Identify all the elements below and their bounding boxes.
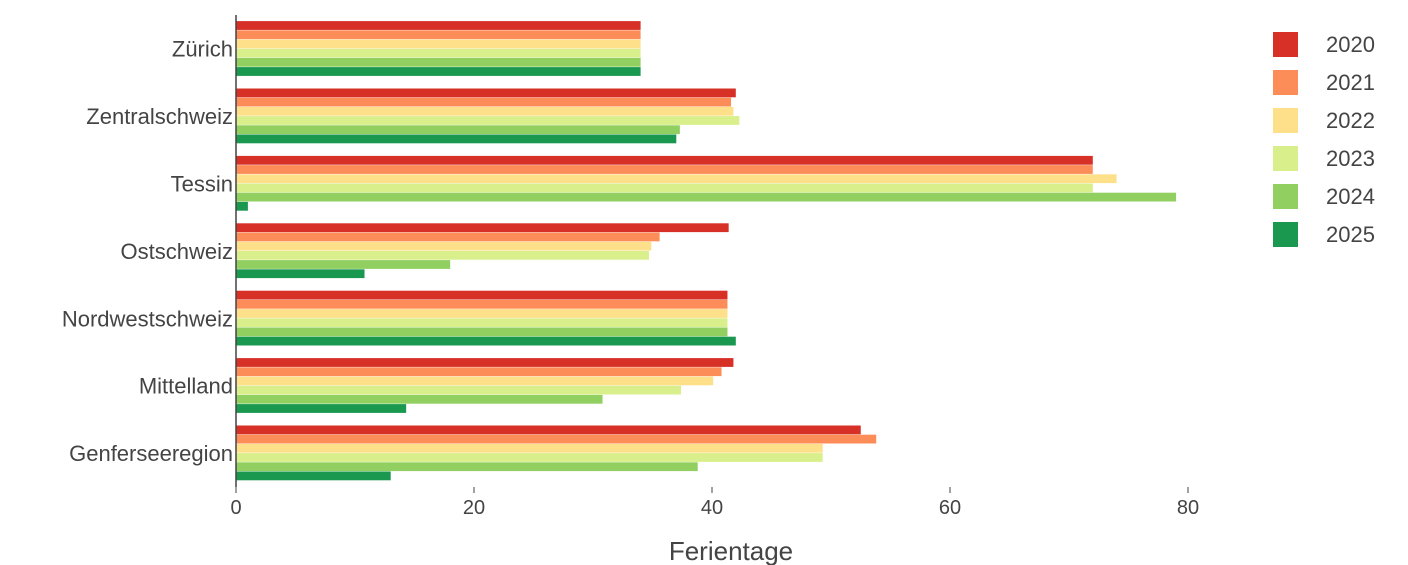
bar-2025-2 bbox=[236, 201, 248, 211]
bar-2020-5 bbox=[236, 358, 734, 367]
bar-2022-5 bbox=[236, 376, 714, 386]
bar-2023-6 bbox=[236, 453, 823, 462]
bar-2022-6 bbox=[236, 443, 823, 453]
legend-swatch-2022[interactable] bbox=[1273, 108, 1298, 133]
legend-label-2025[interactable]: 2025 bbox=[1326, 222, 1375, 247]
bar-2025-4 bbox=[236, 336, 736, 346]
bar-2021-0 bbox=[236, 30, 641, 40]
bar-2021-5 bbox=[236, 367, 722, 377]
bar-2024-2 bbox=[236, 192, 1177, 202]
bar-2023-0 bbox=[236, 48, 641, 58]
bar-2023-1 bbox=[236, 116, 740, 125]
bar-2025-1 bbox=[236, 134, 677, 144]
legend: 2020 2021 2022 2023 2024 2025 bbox=[1273, 32, 1375, 247]
category-label-5: Mittelland bbox=[139, 374, 233, 399]
bar-2022-2 bbox=[236, 174, 1117, 184]
bar-2022-0 bbox=[236, 39, 641, 49]
bar-2022-1 bbox=[236, 106, 734, 116]
bar-2021-2 bbox=[236, 165, 1093, 174]
x-tick-label-4: 80 bbox=[1177, 497, 1199, 519]
bar-2024-4 bbox=[236, 327, 728, 337]
legend-swatch-2024[interactable] bbox=[1273, 184, 1298, 209]
bar-2024-6 bbox=[236, 462, 698, 472]
bar-2024-1 bbox=[236, 125, 680, 135]
category-labels: Zürich Zentralschweiz Tessin Ostschweiz Nord… bbox=[62, 37, 233, 466]
category-label-4: Nordwestschweiz bbox=[62, 306, 233, 331]
bar-2024-3 bbox=[236, 260, 451, 269]
bar-2021-6 bbox=[236, 434, 877, 444]
x-tick-label-2: 40 bbox=[701, 497, 723, 519]
legend-swatch-2021[interactable] bbox=[1273, 70, 1298, 95]
bar-2023-4 bbox=[236, 318, 728, 328]
x-axis-title: Ferientage bbox=[669, 536, 793, 565]
legend-swatch-2025[interactable] bbox=[1273, 222, 1298, 247]
bar-2025-5 bbox=[236, 404, 407, 413]
bar-2021-4 bbox=[236, 299, 728, 309]
legend-label-2020[interactable]: 2020 bbox=[1326, 32, 1375, 57]
bar-2020-2 bbox=[236, 155, 1093, 165]
x-tick-label-3: 60 bbox=[939, 497, 961, 519]
bar-2020-0 bbox=[236, 21, 641, 30]
bar-2024-0 bbox=[236, 57, 641, 67]
bars-group bbox=[236, 21, 1177, 481]
category-label-2: Tessin bbox=[171, 172, 233, 197]
bar-2020-4 bbox=[236, 290, 728, 300]
x-tick-label-1: 20 bbox=[463, 497, 485, 519]
bar-2020-6 bbox=[236, 425, 861, 435]
legend-swatch-2020[interactable] bbox=[1273, 32, 1298, 57]
legend-label-2021[interactable]: 2021 bbox=[1326, 70, 1375, 95]
legend-label-2023[interactable]: 2023 bbox=[1326, 146, 1375, 171]
bar-2022-4 bbox=[236, 309, 728, 318]
bar-2021-3 bbox=[236, 232, 660, 242]
bar-2023-5 bbox=[236, 385, 682, 395]
bar-2020-1 bbox=[236, 88, 736, 98]
category-label-1: Zentralschweiz bbox=[86, 104, 233, 129]
category-label-0: Zürich bbox=[172, 37, 233, 62]
x-tick-label-0: 0 bbox=[230, 497, 241, 519]
category-label-6: Genferseeregion bbox=[69, 441, 233, 466]
bar-2025-3 bbox=[236, 269, 365, 279]
x-ticks: 0 20 40 60 80 bbox=[230, 487, 1199, 519]
legend-swatch-2023[interactable] bbox=[1273, 146, 1298, 171]
bar-2021-1 bbox=[236, 97, 732, 107]
bar-2023-3 bbox=[236, 250, 649, 260]
legend-label-2022[interactable]: 2022 bbox=[1326, 108, 1375, 133]
category-label-3: Ostschweiz bbox=[121, 239, 233, 264]
bar-2022-3 bbox=[236, 241, 652, 251]
bar-2024-5 bbox=[236, 394, 603, 404]
legend-label-2024[interactable]: 2024 bbox=[1326, 184, 1375, 209]
bar-2020-3 bbox=[236, 223, 729, 233]
bar-2025-0 bbox=[236, 67, 641, 76]
bar-2025-6 bbox=[236, 471, 391, 481]
bar-2023-2 bbox=[236, 183, 1093, 193]
